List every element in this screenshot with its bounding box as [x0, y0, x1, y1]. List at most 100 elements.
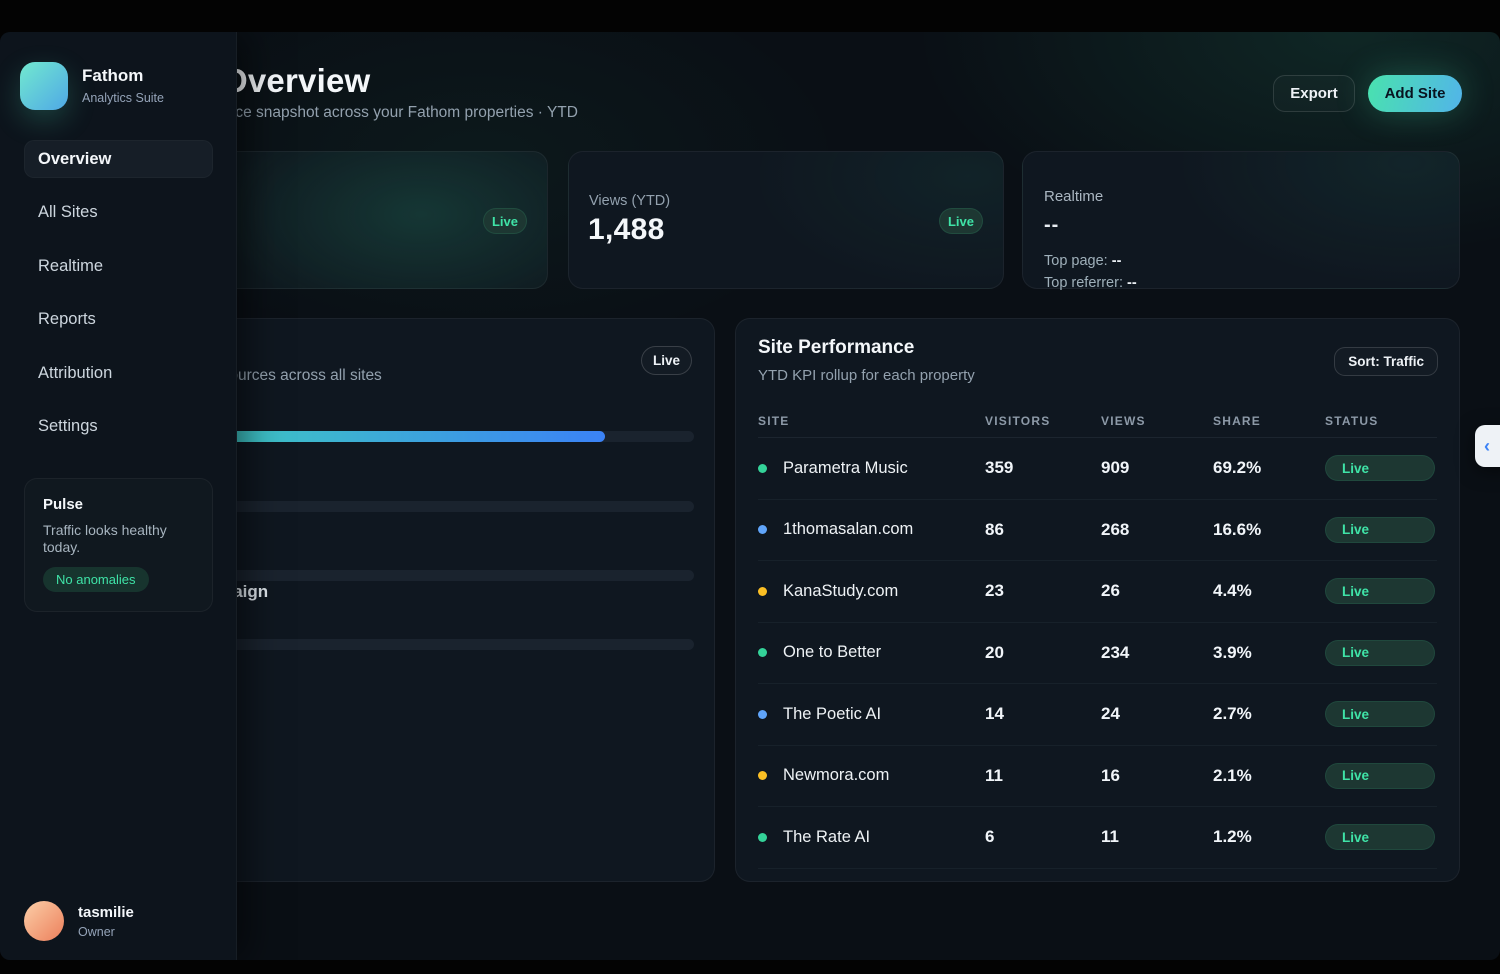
fathom-logo-icon	[20, 62, 68, 110]
site-status-dot	[758, 648, 767, 658]
sidebar-nav: Overview All Sites Realtime Reports Attribut…	[24, 140, 213, 461]
page-subtitle: Performance snapshot across your Fathom …	[163, 104, 578, 121]
user-role: Owner	[78, 924, 115, 939]
user-name: tasmilie	[78, 903, 134, 921]
table-row[interactable]: 1thomasalan.com 86 268 16.6% Live	[758, 500, 1437, 561]
site-status-dot	[758, 586, 767, 596]
visitors-value: 14	[985, 704, 1004, 724]
visitors-value: 359	[985, 458, 1014, 478]
site-cell: Newmora.com	[758, 766, 985, 785]
site-name: The Poetic AI	[783, 704, 882, 723]
avatar	[24, 901, 64, 941]
pulse-message: Traffic looks healthy today.	[43, 522, 167, 555]
export-button[interactable]: Export	[1273, 75, 1355, 112]
sources-subtitle: Sources across all sites	[219, 367, 382, 384]
pulse-title: Pulse	[43, 496, 84, 513]
sidebar-item-settings[interactable]: Settings	[38, 417, 98, 435]
site-status-dot	[758, 525, 767, 535]
live-status-badge: Live	[1325, 578, 1435, 605]
top-referrer-value: --	[1127, 275, 1137, 291]
views-value: 909	[1101, 458, 1130, 478]
table-row[interactable]: One to Better 20 234 3.9% Live	[758, 623, 1437, 684]
table-row[interactable]: Parametra Music 359 909 69.2% Live	[758, 438, 1437, 500]
site-name: 1thomasalan.com	[783, 520, 914, 539]
collapse-panel-button[interactable]: ‹	[1475, 425, 1500, 467]
visitors-value: 20	[985, 642, 1004, 662]
site-cell: Parametra Music	[758, 459, 985, 478]
brand-name: Fathom	[82, 66, 144, 85]
sidebar-item-reports[interactable]: Reports	[38, 310, 96, 328]
realtime-top-referrer: Top referrer: --	[1044, 275, 1137, 291]
site-performance-card: Site Performance YTD KPI rollup for each…	[735, 318, 1460, 882]
live-badge: Live	[483, 208, 527, 234]
site-name: The Rate AI	[783, 827, 871, 846]
live-status-badge: Live	[1325, 455, 1435, 482]
visitors-value: 11	[985, 765, 1003, 785]
site-cell: KanaStudy.com	[758, 582, 985, 601]
column-header-views: VIEWS	[1101, 414, 1146, 428]
brand: Fathom Analytics Suite	[20, 62, 164, 110]
live-status-badge: Live	[1325, 516, 1435, 543]
sort-button[interactable]: Sort: Traffic	[1334, 347, 1438, 376]
live-status-badge: Live	[1325, 824, 1435, 851]
live-badge: Live	[939, 208, 983, 234]
site-status-dot	[758, 463, 767, 473]
sidebar-item-attribution[interactable]: Attribution	[38, 363, 113, 382]
site-cell: The Rate AI	[758, 828, 985, 847]
views-value: 234	[1101, 642, 1130, 662]
realtime-top-page: Top page: --	[1044, 253, 1121, 269]
site-name: One to Better	[783, 643, 882, 662]
kpi-label: Views (YTD)	[589, 193, 671, 209]
share-value: 2.7%	[1213, 704, 1252, 724]
add-site-button[interactable]: Add Site	[1368, 75, 1462, 112]
table-row[interactable]: Newmora.com 11 16 2.1% Live	[758, 746, 1437, 807]
sidebar-item-all-sites[interactable]: All Sites	[38, 203, 98, 221]
views-value: 24	[1101, 704, 1120, 724]
share-value: 16.6%	[1213, 519, 1262, 539]
sidebar: Fathom Analytics Suite Overview All Sites…	[0, 32, 237, 960]
table-row[interactable]: KanaStudy.com 23 26 4.4% Live	[758, 561, 1437, 623]
realtime-value: --	[1044, 214, 1060, 236]
share-value: 4.4%	[1213, 581, 1252, 601]
table-row[interactable]: The Rate AI 6 11 1.2% Live	[758, 807, 1437, 869]
column-header-share: SHARE	[1213, 414, 1262, 428]
visitors-value: 6	[985, 827, 995, 847]
table-subtitle: YTD KPI rollup for each property	[758, 367, 975, 384]
visitors-value: 86	[985, 519, 1004, 539]
site-status-dot	[758, 709, 767, 719]
sidebar-item-overview[interactable]: Overview	[24, 140, 213, 178]
views-value: 11	[1101, 827, 1119, 847]
site-name: KanaStudy.com	[783, 581, 899, 600]
live-status-badge: Live	[1325, 762, 1435, 789]
top-referrer-label: Top referrer:	[1044, 275, 1123, 291]
views-value: 26	[1101, 581, 1120, 601]
live-status-badge: Live	[1325, 701, 1435, 728]
top-page-label: Top page:	[1044, 253, 1108, 269]
site-name: Parametra Music	[783, 458, 908, 477]
pulse-status-badge: No anomalies	[43, 567, 149, 592]
app-window: Overview Performance snapshot across you…	[0, 32, 1500, 960]
site-cell: One to Better	[758, 643, 985, 662]
sidebar-item-realtime[interactable]: Realtime	[38, 256, 104, 275]
site-name: Newmora.com	[783, 766, 890, 785]
views-value: 16	[1101, 765, 1120, 785]
visitors-value: 23	[985, 581, 1004, 601]
kpi-value: 1,488	[588, 213, 665, 246]
share-value: 69.2%	[1213, 458, 1262, 478]
chevron-left-icon: ‹	[1484, 435, 1490, 456]
table-row[interactable]: The Poetic AI 14 24 2.7% Live	[758, 684, 1437, 746]
column-header-site: SITE	[758, 414, 790, 428]
top-page-value: --	[1111, 253, 1122, 269]
table-title: Site Performance	[758, 337, 915, 358]
share-value: 1.2%	[1213, 827, 1252, 847]
kpi-card-realtime: Realtime -- Top page: -- Top referrer: -…	[1022, 151, 1460, 291]
share-value: 2.1%	[1213, 765, 1252, 785]
kpi-card-views: Views (YTD) 1,488 Live	[568, 151, 1004, 289]
pulse-card: Pulse Traffic looks healthy today. No an…	[24, 478, 213, 612]
column-header-status: STATUS	[1325, 414, 1379, 428]
page-title: Overview	[222, 62, 371, 99]
site-status-dot	[758, 832, 767, 842]
live-badge-outline: Live	[641, 346, 692, 375]
site-cell: The Poetic AI	[758, 705, 985, 724]
user-profile[interactable]: tasmilie Owner	[24, 901, 134, 941]
